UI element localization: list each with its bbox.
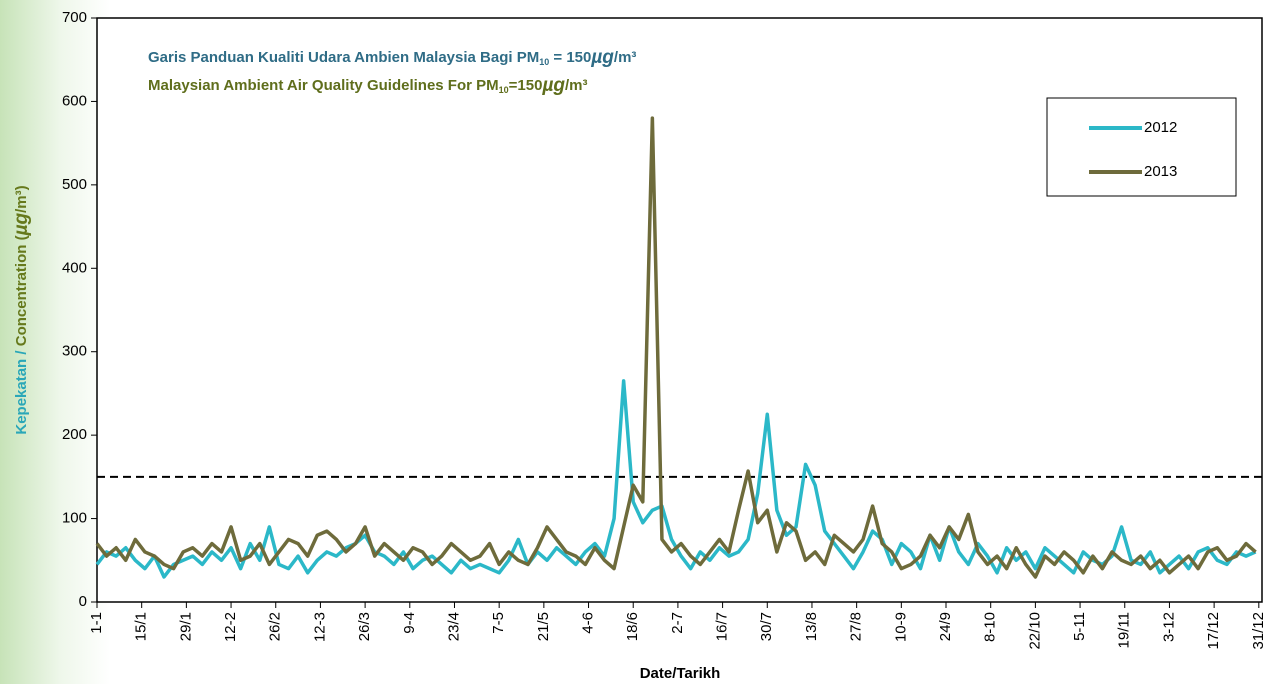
text-part: 10 [539,57,549,67]
x-tick-label: 2-7 [669,612,686,634]
y-tick-label: 0 [79,593,87,610]
y-tick-label: 500 [62,176,87,193]
annotation: Malaysian Ambient Air Quality Guidelines… [148,75,588,96]
y-tick-label: 700 [62,9,87,26]
x-tick-label: 31/12 [1250,612,1267,650]
y-tick-label: 400 [62,259,87,276]
text-part: Garis Panduan Kualiti Udara Ambien Malay… [148,49,539,66]
x-tick-label: 18/6 [624,612,641,641]
text-part: µg [590,47,614,68]
text-part: /m³ [614,49,637,66]
x-tick-label: 23/4 [445,612,462,641]
x-tick-label: 7-5 [490,612,507,634]
x-axis-label: Date/Tarikh [640,665,721,682]
x-tick-label: 3-12 [1160,612,1177,642]
x-tick-label: 19/11 [1116,612,1133,648]
x-tick-label: 12-2 [222,612,239,642]
text-part: µg [11,212,32,236]
x-tick-label: 10-9 [892,612,909,642]
x-tick-label: 30/7 [758,612,775,641]
x-tick-label: 26/3 [356,612,373,641]
x-tick-label: 4-6 [580,612,597,634]
x-tick-label: 5-11 [1071,612,1088,641]
x-tick-label: 9-4 [401,612,418,634]
x-tick-label: 27/8 [848,612,865,641]
text-part: Kepekatan / [13,346,30,434]
text-part: Concentration ( [13,235,30,346]
x-tick-label: 22/10 [1026,612,1043,650]
y-tick-label: 100 [62,510,87,527]
x-tick-label: 29/1 [177,612,194,641]
text-part: 10 [499,85,509,95]
data-line [95,116,1257,579]
x-tick-label: 26/2 [267,612,284,641]
x-tick-label: 15/1 [133,612,150,641]
y-tick-label: 300 [62,343,87,360]
y-axis-label: Kepekatan / Concentration (µg/m³) [11,185,32,434]
legend-box [1046,97,1237,197]
text-part: /m³) [13,185,30,213]
x-tick-label: 16/7 [714,612,731,641]
y-tick-label: 200 [62,426,87,443]
text-part: = 150 [549,49,591,66]
x-tick-label: 17/12 [1205,612,1222,650]
text-part: =150 [509,77,543,94]
x-tick-label: 1-1 [88,612,105,634]
text-part: Malaysian Ambient Air Quality Guidelines… [148,77,499,94]
text-part: µg [541,75,565,96]
x-tick-label: 24/9 [937,612,954,641]
y-tick-label: 600 [62,92,87,109]
x-tick-label: 21/5 [535,612,552,641]
text-part: /m³ [565,77,588,94]
legend-label: 2012 [1144,119,1177,136]
legend-label: 2013 [1144,163,1177,180]
annotation: Garis Panduan Kualiti Udara Ambien Malay… [148,47,636,68]
x-tick-label: 8-10 [982,612,999,642]
x-tick-label: 12-3 [311,612,328,642]
x-tick-label: 13/8 [803,612,820,641]
